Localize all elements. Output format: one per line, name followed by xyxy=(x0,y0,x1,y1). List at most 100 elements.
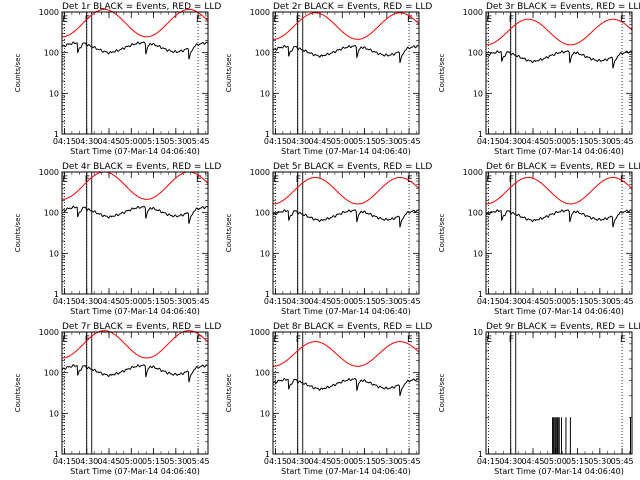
y-tick-label: 10 xyxy=(49,409,59,418)
x-axis-label: Start Time (07-Mar-14 04:06:40) xyxy=(494,147,624,156)
lld-series-line xyxy=(486,18,632,46)
panel-title: Det 3r BLACK = Events, RED = LLD xyxy=(486,2,640,12)
y-tick-label: 1000 xyxy=(250,168,270,177)
x-tick-label: 05:15 xyxy=(142,137,165,146)
x-tick-label: 04:15 xyxy=(53,137,76,146)
x-tick-label: 05:30 xyxy=(588,297,611,306)
detector-panel: Det 4r BLACK = Events, RED = LLD Counts/s… xyxy=(14,162,221,316)
events-series-line xyxy=(485,50,632,69)
x-tick-label: 05:30 xyxy=(164,457,187,466)
detector-panel: Det 1r BLACK = Events, RED = LLD Counts/s… xyxy=(14,2,221,156)
y-tick-label: 10 xyxy=(473,89,483,98)
x-tick-label: 05:45 xyxy=(611,297,634,306)
marker-label: E xyxy=(62,175,68,185)
x-tick-label: 04:45 xyxy=(521,137,544,146)
x-tick-label: 05:30 xyxy=(375,137,398,146)
x-tick-label: 04:45 xyxy=(308,457,331,466)
y-tick-label: 1000 xyxy=(250,328,270,337)
y-tick-label: 100 xyxy=(255,49,270,58)
x-tick-label: 04:45 xyxy=(521,457,544,466)
panel-title: Det 7r BLACK = Events, RED = LLD xyxy=(62,322,221,332)
x-tick-label: 05:30 xyxy=(164,137,187,146)
y-tick-label: 1000 xyxy=(250,8,270,17)
marker-label: F xyxy=(296,335,301,345)
x-tick-label: 04:15 xyxy=(53,297,76,306)
events-series-line xyxy=(272,209,419,228)
y-axis-label: Counts/sec xyxy=(438,374,446,413)
x-axis-label: Start Time (07-Mar-14 04:06:40) xyxy=(281,307,411,316)
y-axis-label: Counts/sec xyxy=(14,214,22,253)
x-tick-label: 05:00 xyxy=(544,297,567,306)
x-tick-label: 04:30 xyxy=(75,457,98,466)
x-tick-label: 05:15 xyxy=(142,297,165,306)
y-tick-label: 1000 xyxy=(39,328,59,337)
y-tick-label: 1000 xyxy=(39,168,59,177)
y-tick-label: 10 xyxy=(49,249,59,258)
x-tick-label: 04:45 xyxy=(97,137,120,146)
x-tick-label: 05:00 xyxy=(544,457,567,466)
marker-label: F xyxy=(85,175,90,185)
events-series-line xyxy=(272,377,419,397)
x-tick-label: 05:15 xyxy=(566,297,589,306)
detector-panel: Det 8r BLACK = Events, RED = LLD Counts/s… xyxy=(225,322,432,476)
x-tick-label: 04:45 xyxy=(521,297,544,306)
x-tick-label: 05:30 xyxy=(164,297,187,306)
detector-panel: Det 6r BLACK = Events, RED = LLD Counts/s… xyxy=(438,162,640,316)
x-tick-label: 04:30 xyxy=(75,297,98,306)
x-tick-label: 05:00 xyxy=(331,457,354,466)
plot-frame xyxy=(485,11,633,135)
lld-series-line xyxy=(485,177,632,205)
x-tick-label: 05:45 xyxy=(611,457,634,466)
lld-series-line xyxy=(272,177,419,205)
y-tick-label: 1 xyxy=(54,450,59,459)
x-tick-label: 04:15 xyxy=(264,297,287,306)
panel-title: Det 8r BLACK = Events, RED = LLD xyxy=(273,322,432,332)
plot-frame xyxy=(272,11,420,135)
x-tick-label: 04:30 xyxy=(286,137,309,146)
marker-label: E xyxy=(620,175,626,185)
y-tick-label: 1 xyxy=(265,130,270,139)
x-tick-label: 05:30 xyxy=(588,457,611,466)
y-axis-label: Counts/sec xyxy=(225,54,233,93)
y-axis-label: Counts/sec xyxy=(14,374,22,413)
marker-label: F xyxy=(85,15,90,25)
plot-frame xyxy=(61,331,209,455)
marker-label: E xyxy=(486,15,492,25)
marker-label: E xyxy=(273,15,279,25)
x-axis-label: Start Time (07-Mar-14 04:06:40) xyxy=(281,467,411,476)
y-tick-label: 1 xyxy=(478,130,483,139)
x-axis-label: Start Time (07-Mar-14 04:06:40) xyxy=(494,307,624,316)
x-tick-label: 05:00 xyxy=(544,137,567,146)
x-tick-label: 05:00 xyxy=(120,457,143,466)
x-tick-label: 04:15 xyxy=(264,457,287,466)
x-tick-label: 04:15 xyxy=(477,457,500,466)
x-tick-label: 05:15 xyxy=(353,137,376,146)
panel-title: Det 9r BLACK = Events, RED = LLD xyxy=(486,322,640,332)
x-tick-label: 05:30 xyxy=(375,297,398,306)
marker-label: E xyxy=(196,15,202,25)
marker-label: E xyxy=(407,335,413,345)
plot-frame xyxy=(61,171,209,295)
lld-series-line xyxy=(273,341,419,367)
x-tick-label: 05:00 xyxy=(331,297,354,306)
x-tick-label: 04:45 xyxy=(97,457,120,466)
marker-label: E xyxy=(486,175,492,185)
events-series-line xyxy=(272,44,419,64)
y-axis-label: Counts/sec xyxy=(225,214,233,253)
x-tick-label: 05:45 xyxy=(398,457,421,466)
x-tick-label: 04:30 xyxy=(286,297,309,306)
marker-label: E xyxy=(196,175,202,185)
x-tick-label: 04:30 xyxy=(499,137,522,146)
x-tick-label: 05:45 xyxy=(398,137,421,146)
x-tick-label: 04:15 xyxy=(477,297,500,306)
x-tick-label: 05:00 xyxy=(331,137,354,146)
y-tick-label: 100 xyxy=(44,49,59,58)
y-tick-label: 1 xyxy=(265,290,270,299)
x-tick-label: 05:15 xyxy=(566,457,589,466)
x-tick-label: 05:45 xyxy=(187,297,210,306)
y-tick-label: 1000 xyxy=(463,168,483,177)
x-tick-label: 05:45 xyxy=(398,297,421,306)
marker-label: F xyxy=(509,175,514,185)
y-tick-label: 10 xyxy=(473,249,483,258)
marker-label: F xyxy=(509,15,514,25)
